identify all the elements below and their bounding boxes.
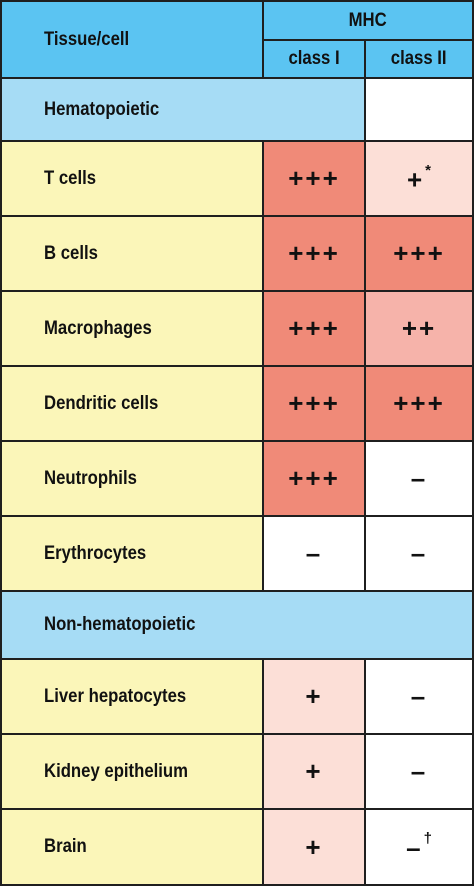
section-hematopoietic: Hematopoietic	[0, 77, 366, 142]
neutrophils-class2-value: –	[364, 440, 474, 517]
header-class2-cell: class II	[364, 39, 474, 79]
brain-class1-value: +	[262, 808, 366, 886]
footnote-dagger: †	[423, 830, 432, 848]
erythrocytes-class1-value: –	[262, 515, 366, 592]
header-class2-label: class II	[391, 48, 447, 69]
table-row-brain-label: Brain	[0, 808, 264, 886]
table-row-neutrophils-label: Neutrophils	[0, 440, 264, 517]
section-title: Hematopoietic	[44, 98, 160, 120]
b-cells-class1-value: +++	[262, 215, 366, 292]
value-text: +++	[393, 238, 445, 268]
value-text: –	[406, 832, 423, 863]
row-label: Dendritic cells	[44, 392, 159, 414]
table-row-liver-hepatocytes-label: Liver hepatocytes	[0, 658, 264, 735]
value-text: +++	[288, 163, 340, 193]
header-mhc-label: MHC	[348, 9, 388, 31]
header-class1-cell: class I	[262, 39, 366, 79]
value-text: –	[305, 538, 323, 568]
kidney-epithelium-class2-value: –	[364, 733, 474, 810]
header-mhc-cell: MHC	[262, 0, 474, 41]
value-text: –	[410, 463, 428, 493]
row-label: Liver hepatocytes	[44, 685, 187, 707]
table-row-t-cells-label: T cells	[0, 140, 264, 217]
b-cells-class2-value: +++	[364, 215, 474, 292]
liver-hepatocytes-class2-value: –	[364, 658, 474, 735]
header-class1-label: class I	[288, 48, 340, 69]
section-title: Non-hematopoietic	[44, 614, 196, 635]
row-label: Neutrophils	[44, 467, 137, 489]
macrophages-class2-value: ++	[364, 290, 474, 367]
table-row-kidney-epithelium-label: Kidney epithelium	[0, 733, 264, 810]
t-cells-class1-value: +++	[262, 140, 366, 217]
value-text: +	[406, 164, 425, 195]
value-text: –	[410, 538, 428, 568]
erythrocytes-class2-value: –	[364, 515, 474, 592]
value-text: +	[305, 681, 323, 711]
footnote-asterisk: *	[425, 161, 432, 179]
table-row-dendritic-cells-label: Dendritic cells	[0, 365, 264, 442]
liver-hepatocytes-class1-value: +	[262, 658, 366, 735]
value-text: +++	[288, 388, 340, 418]
row-label: B cells	[44, 242, 98, 264]
dendritic-cells-class2-value: +++	[364, 365, 474, 442]
t-cells-class2-value: +*	[364, 140, 474, 217]
value-text: +++	[393, 388, 445, 418]
row-label: T cells	[44, 167, 97, 189]
section-hematopoietic-spacer	[364, 77, 474, 142]
value-text: –	[410, 756, 428, 786]
header-tissue-cell: Tissue/cell	[0, 0, 264, 79]
macrophages-class1-value: +++	[262, 290, 366, 367]
row-label: Kidney epithelium	[44, 760, 189, 782]
value-text: +++	[288, 463, 340, 493]
kidney-epithelium-class1-value: +	[262, 733, 366, 810]
neutrophils-class1-value: +++	[262, 440, 366, 517]
row-label: Macrophages	[44, 317, 152, 339]
brain-class2-value: –†	[364, 808, 474, 886]
value-text: –	[410, 681, 428, 711]
row-label: Erythrocytes	[44, 542, 147, 564]
section-non-hematopoietic: Non-hematopoietic	[0, 590, 474, 660]
value-text: +++	[288, 238, 340, 268]
table-row-macrophages-label: Macrophages	[0, 290, 264, 367]
value-text: +	[305, 831, 323, 862]
value-text: +++	[288, 313, 340, 343]
header-tissue-label: Tissue/cell	[44, 28, 130, 50]
table-row-b-cells-label: B cells	[0, 215, 264, 292]
row-label: Brain	[44, 836, 87, 857]
table-row-erythrocytes-label: Erythrocytes	[0, 515, 264, 592]
dendritic-cells-class1-value: +++	[262, 365, 366, 442]
value-text: ++	[401, 313, 437, 343]
value-text: +	[305, 756, 323, 786]
